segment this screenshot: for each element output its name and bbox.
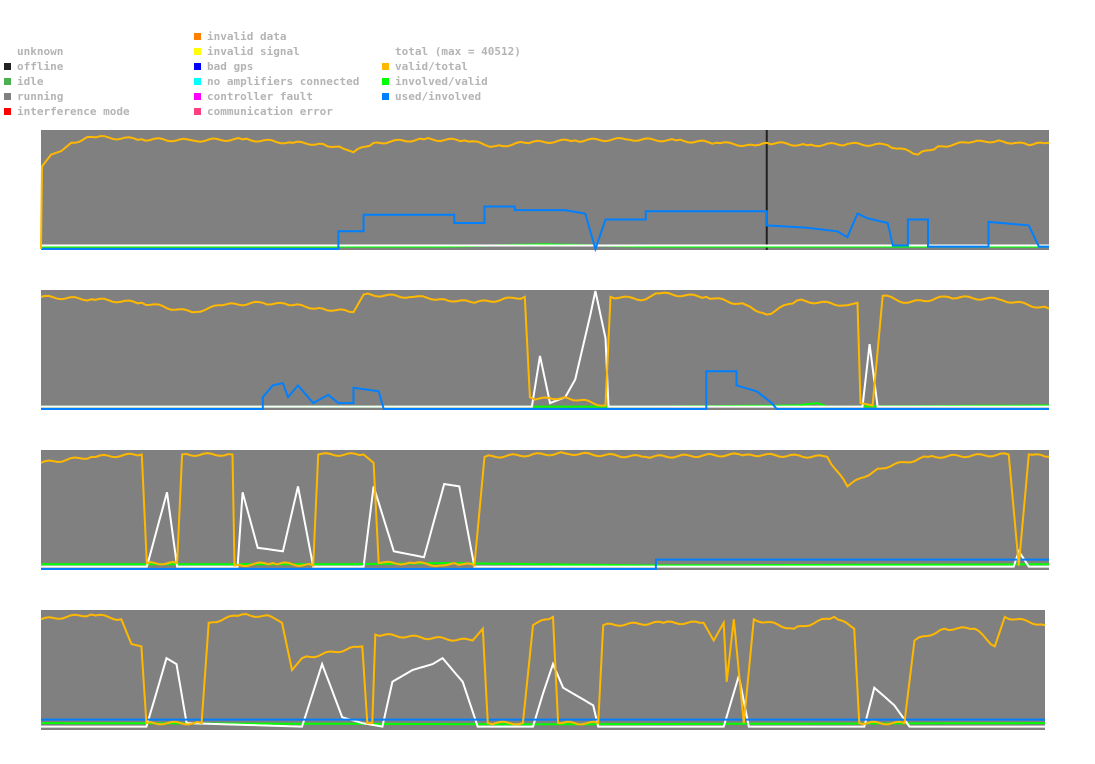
legend-item: valid/total: [382, 59, 521, 74]
series-line-total: [41, 290, 1049, 408]
legend-item: bad gps: [194, 59, 359, 74]
legend-errors: invalid data invalid signal bad gps no ampl…: [194, 29, 359, 119]
series-line-total: [41, 656, 1045, 728]
series-line-used-involved: [41, 205, 1049, 253]
legend-swatch: [4, 48, 11, 55]
legend-label: total (max = 40512): [395, 45, 521, 58]
legend-item: communication error: [194, 104, 359, 119]
legend-item: interference mode: [4, 104, 130, 119]
legend-item: no amplifiers connected: [194, 74, 359, 89]
legend-label: unknown: [17, 45, 64, 58]
legend-swatch: [382, 63, 389, 70]
legend-swatch: [4, 63, 11, 70]
legend-swatch: [4, 93, 11, 100]
legend-label: interference mode: [17, 105, 130, 118]
legend-item: unknown: [4, 44, 130, 59]
legend-swatch: [194, 108, 201, 115]
legend-label: bad gps: [207, 60, 254, 73]
legend-label: valid/total: [395, 60, 468, 73]
legend-label: running: [17, 90, 64, 103]
legend-swatch: [194, 33, 201, 40]
chart-panel-1: [40, 130, 1050, 253]
running-state-band: [41, 450, 1049, 570]
series-line-involved-valid: [41, 243, 1049, 248]
legend-label: no amplifiers connected: [207, 75, 360, 88]
chart-panel-4: [40, 610, 1046, 730]
legend-swatch: [382, 48, 389, 55]
legend-label: offline: [17, 60, 64, 73]
legend-item: total (max = 40512): [382, 44, 521, 59]
running-state-band: [41, 290, 1049, 410]
running-state-band: [41, 610, 1045, 730]
legend-item: running: [4, 89, 130, 104]
legend-label: invalid data: [207, 30, 287, 43]
series-line-used-involved: [41, 558, 1049, 570]
series-line-valid-total: [40, 135, 1050, 250]
legend-label: invalid signal: [207, 45, 300, 58]
series-line-valid-total: [40, 612, 1046, 726]
legend-swatch: [194, 63, 201, 70]
running-state-band: [41, 130, 1049, 250]
legend-states: unknown offline idle running interference mo…: [4, 44, 130, 119]
legend-ratios: total (max = 40512) valid/total involved/v…: [382, 44, 521, 104]
legend-swatch: [194, 48, 201, 55]
series-line-total: [41, 482, 1049, 568]
legend-label: used/involved: [395, 90, 482, 103]
legend-item: invalid signal: [194, 44, 359, 59]
legend-label: idle: [17, 75, 44, 88]
series-line-involved-valid: [41, 562, 1049, 567]
legend-item: used/involved: [382, 89, 521, 104]
series-line-valid-total: [40, 291, 1050, 407]
legend-label: controller fault: [207, 90, 313, 103]
legend-item: involved/valid: [382, 74, 521, 89]
legend-item: idle: [4, 74, 130, 89]
series-line-used-involved: [41, 370, 1049, 410]
series-line-valid-total: [40, 451, 1050, 568]
legend-swatch: [4, 78, 11, 85]
legend-label: communication error: [207, 105, 333, 118]
chart-panel-2: [40, 290, 1050, 410]
legend-swatch: [194, 78, 201, 85]
legend-item: invalid data: [194, 29, 359, 44]
legend-item: offline: [4, 59, 130, 74]
chart-panel-3: [40, 450, 1050, 570]
legend-item: controller fault: [194, 89, 359, 104]
legend-swatch: [382, 78, 389, 85]
legend-swatch: [4, 108, 11, 115]
legend-swatch: [194, 93, 201, 100]
legend-label: involved/valid: [395, 75, 488, 88]
legend-swatch: [382, 93, 389, 100]
